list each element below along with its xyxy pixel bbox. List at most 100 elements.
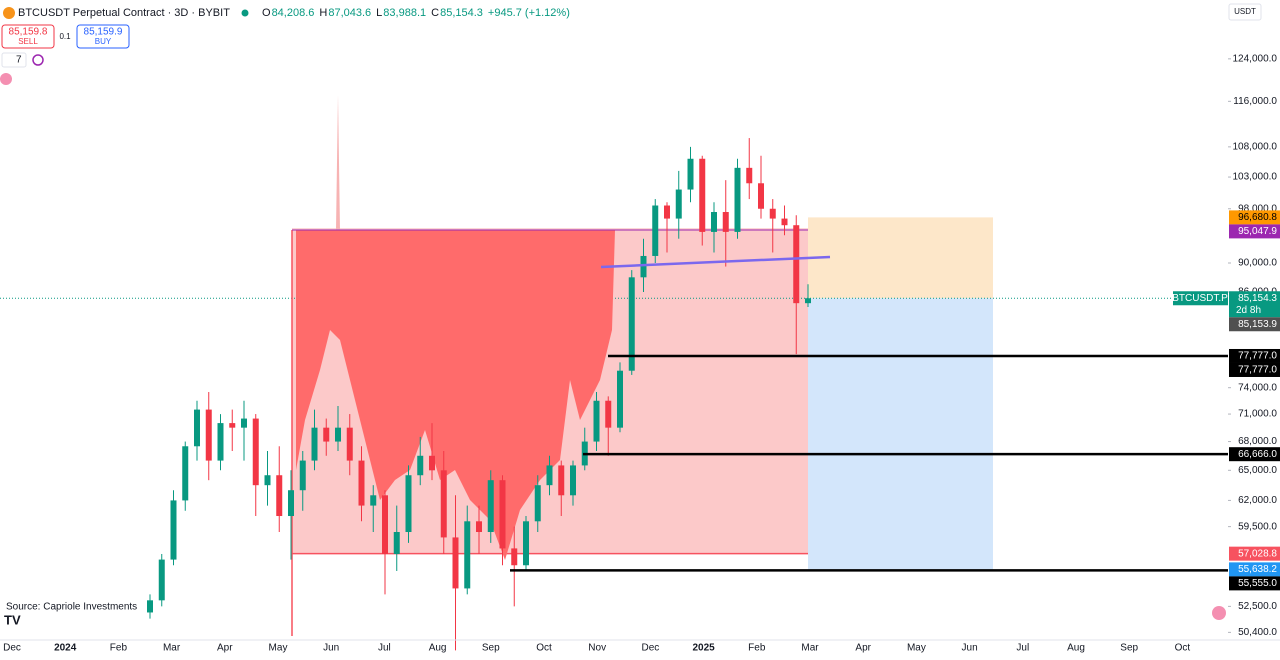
sell-price[interactable]: 85,159.8 bbox=[9, 27, 48, 38]
x-tick-label: Sep bbox=[1120, 643, 1138, 654]
candle-body bbox=[323, 427, 330, 442]
candle-body bbox=[358, 460, 365, 506]
indicator-icon[interactable] bbox=[32, 54, 44, 66]
candle-body bbox=[194, 409, 200, 447]
candle-body bbox=[264, 475, 271, 486]
candle-body bbox=[147, 600, 153, 613]
x-tick-label: May bbox=[269, 643, 288, 654]
trend-line bbox=[600, 255, 831, 269]
price-label-bg bbox=[1229, 562, 1280, 577]
ohlc-label: C bbox=[431, 7, 439, 19]
x-tick-label: 2025 bbox=[692, 643, 715, 654]
ohlc-value: 87,043.6 bbox=[328, 7, 371, 19]
logo: TV bbox=[4, 612, 21, 627]
y-tick-label: 50,400.0 bbox=[1238, 627, 1277, 638]
y-tick-label: 124,000.0 bbox=[1233, 53, 1278, 64]
candle-body bbox=[382, 495, 388, 554]
x-tick-label: May bbox=[907, 643, 926, 654]
price-label: 55,638.2 bbox=[1238, 564, 1277, 575]
candle-body bbox=[288, 490, 294, 517]
candle-body bbox=[570, 465, 576, 496]
candle-body bbox=[746, 167, 753, 184]
indicator-spike bbox=[336, 95, 340, 230]
price-label: 95,047.9 bbox=[1238, 226, 1277, 237]
marker bbox=[0, 73, 12, 85]
candle-body bbox=[734, 167, 741, 232]
y-tick-label: 52,500.0 bbox=[1238, 601, 1277, 612]
candle-body bbox=[699, 158, 706, 232]
candle-body bbox=[722, 212, 729, 232]
candle-body bbox=[675, 189, 682, 219]
candle-body bbox=[229, 423, 236, 428]
status-dot bbox=[241, 9, 249, 17]
candle-body bbox=[711, 212, 717, 232]
buy-button[interactable] bbox=[76, 24, 130, 49]
x-tick-label: Sep bbox=[482, 643, 500, 654]
candle-body bbox=[440, 470, 447, 538]
price-label-bg bbox=[1229, 447, 1280, 462]
candle-body bbox=[640, 255, 647, 278]
candle-body bbox=[405, 475, 412, 533]
y-tick-label: 108,000.0 bbox=[1233, 141, 1278, 152]
sell-label[interactable]: SELL bbox=[18, 37, 38, 46]
y-tick-label: 68,000.0 bbox=[1238, 436, 1277, 447]
candle-body bbox=[652, 205, 659, 256]
candle-body bbox=[429, 455, 435, 471]
ohlc-label: L bbox=[376, 7, 382, 19]
indicator-area bbox=[296, 230, 615, 560]
ohlc-value: 83,988.1 bbox=[383, 7, 426, 19]
price-label: 77,777.0 bbox=[1238, 365, 1277, 376]
levels bbox=[510, 354, 1228, 572]
marker bbox=[1212, 606, 1226, 620]
ohlc-value: 85,154.3 bbox=[440, 7, 483, 19]
buy-price[interactable]: 85,159.9 bbox=[84, 27, 123, 38]
candle-body bbox=[252, 418, 259, 486]
buy-label[interactable]: BUY bbox=[95, 37, 112, 46]
x-tick-label: Mar bbox=[801, 643, 819, 654]
x-tick-label: Oct bbox=[1175, 643, 1191, 654]
candle-body bbox=[487, 480, 494, 533]
candle-body bbox=[499, 480, 506, 549]
candle-body bbox=[805, 298, 811, 304]
symbol-icon bbox=[3, 7, 15, 19]
currency-button[interactable] bbox=[1228, 3, 1262, 21]
change: +945.7 (+1.12%) bbox=[488, 7, 570, 19]
x-tick-label: Aug bbox=[429, 643, 447, 654]
candle-body bbox=[346, 427, 353, 461]
price-label: 96,680.8 bbox=[1238, 212, 1277, 223]
y-tick-label: 90,000.0 bbox=[1238, 258, 1277, 269]
indicators-toggle[interactable] bbox=[1, 52, 27, 68]
price-label: 85,154.3 bbox=[1238, 293, 1277, 304]
candle-body bbox=[311, 427, 318, 461]
axis: 124,000.0 116,000.0 108,000.0 103,000.0 98,0… bbox=[3, 53, 1280, 654]
currency[interactable]: USDT bbox=[1234, 7, 1256, 16]
candles bbox=[147, 138, 811, 651]
x-tick-label: Jun bbox=[962, 643, 978, 654]
x-tick-label: Feb bbox=[110, 643, 128, 654]
candle-body bbox=[335, 427, 341, 442]
y-tick-label: 103,000.0 bbox=[1233, 172, 1278, 183]
y-tick-label: 65,000.0 bbox=[1238, 465, 1277, 476]
candle-body bbox=[523, 521, 529, 566]
candle-body bbox=[793, 225, 800, 304]
spread: 0.1 bbox=[59, 32, 71, 41]
x-tick-label: Feb bbox=[748, 643, 766, 654]
price-label-bg bbox=[1229, 210, 1280, 225]
candle-body bbox=[158, 559, 165, 601]
price-label: 66,666.0 bbox=[1238, 449, 1277, 460]
symbol-label-bg bbox=[1173, 291, 1228, 306]
price-label-bg bbox=[1229, 224, 1280, 239]
indicators-count[interactable]: 7 bbox=[16, 55, 22, 66]
candle-body bbox=[476, 521, 482, 533]
y-tick-label: 116,000.0 bbox=[1233, 96, 1277, 107]
price-label-bg bbox=[1229, 362, 1280, 377]
symbol: BTCUSDT Perpetual Contract · 3D · BYBIT bbox=[18, 7, 230, 19]
candle-body bbox=[558, 465, 565, 496]
candle-body bbox=[617, 370, 623, 428]
candle-body bbox=[687, 158, 694, 190]
sell-button[interactable] bbox=[1, 24, 55, 49]
x-tick-label: Aug bbox=[1067, 643, 1085, 654]
candle-body bbox=[276, 475, 283, 517]
x-tick-label: Apr bbox=[217, 643, 233, 654]
x-tick-label: 2024 bbox=[54, 643, 77, 654]
